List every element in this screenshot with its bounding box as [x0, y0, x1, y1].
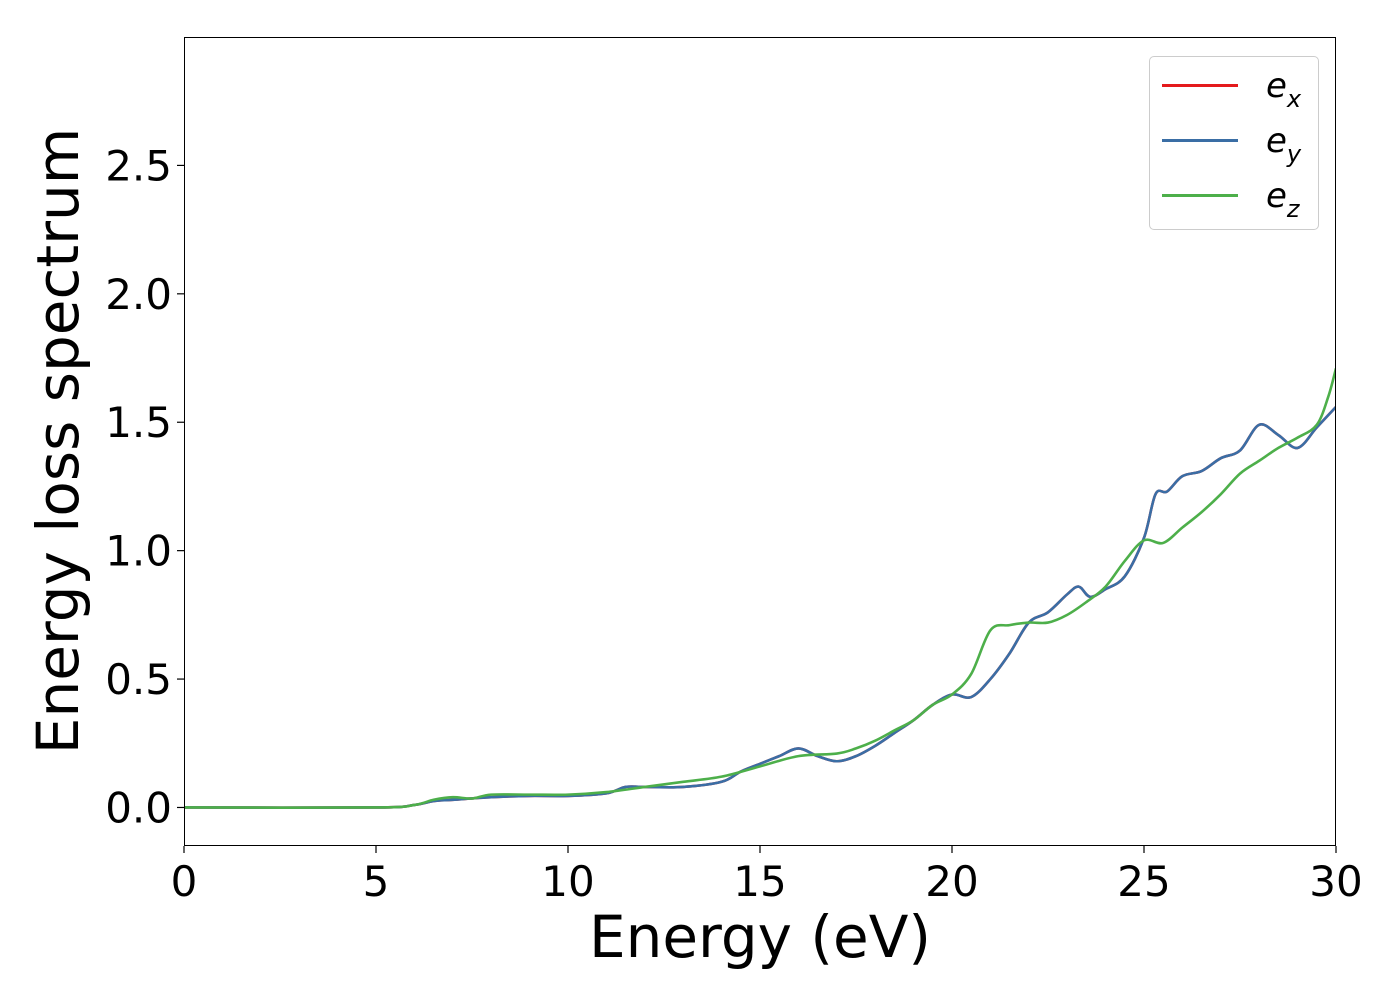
legend-swatch	[1162, 84, 1238, 87]
y-tick-label: 2.5	[105, 141, 172, 190]
legend-label-base: e	[1266, 66, 1287, 106]
y-axis-ticks: 0.0 0.5 1.0 1.5 2.0 2.5	[105, 141, 184, 832]
y-tick-label: 0.0	[105, 783, 172, 832]
legend-label-base: e	[1266, 121, 1287, 161]
legend-item-y: ey	[1162, 121, 1312, 168]
series-line-y	[184, 405, 1336, 809]
series-line-x	[184, 405, 1336, 809]
x-tick-label: 15	[733, 857, 786, 906]
legend-label-subscript: z	[1286, 195, 1300, 223]
y-tick-label: 1.5	[105, 398, 172, 447]
x-tick-label: 30	[1309, 857, 1362, 906]
legend-swatch	[1162, 194, 1238, 197]
x-tick-label: 10	[541, 857, 594, 906]
y-tick-label: 2.0	[105, 270, 172, 319]
legend-label: ey	[1266, 121, 1301, 168]
y-axis-label: Energy loss spectrum	[24, 128, 92, 754]
legend-swatch	[1162, 139, 1238, 142]
x-tick-label: 20	[925, 857, 978, 906]
legend-label-subscript: x	[1286, 85, 1302, 113]
x-tick-label: 0	[171, 857, 198, 906]
legend-item-z: ez	[1162, 176, 1312, 223]
legend-item-x: ex	[1162, 66, 1312, 113]
legend-label: ez	[1266, 176, 1300, 223]
y-tick-label: 0.5	[105, 655, 172, 704]
y-tick-label: 1.0	[105, 527, 172, 576]
x-tick-label: 25	[1117, 857, 1170, 906]
legend-label-base: e	[1266, 176, 1287, 216]
legend-label-subscript: y	[1286, 140, 1302, 168]
x-tick-label: 5	[363, 857, 390, 906]
legend: ex ey ez	[1149, 56, 1319, 230]
legend-label: ex	[1266, 66, 1301, 113]
x-axis-ticks: 0 5 10 15 20 25 30	[171, 846, 1363, 906]
x-axis-label: Energy (eV)	[589, 903, 931, 971]
series-line-z	[184, 367, 1336, 809]
series-layer	[184, 367, 1336, 809]
